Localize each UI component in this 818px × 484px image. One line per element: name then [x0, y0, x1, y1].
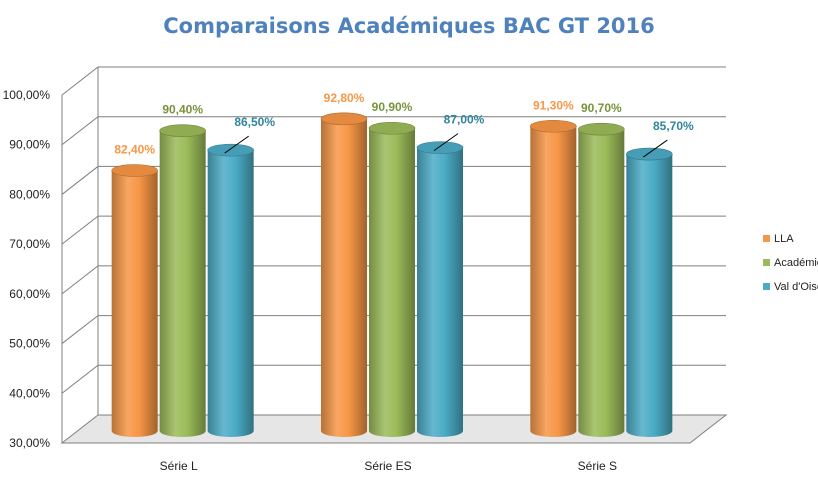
legend-swatch	[763, 235, 770, 242]
legend-label: LLA	[774, 233, 794, 245]
bar-lla-1	[321, 118, 367, 438]
bar-top-cap	[320, 112, 368, 126]
data-label-leader	[224, 135, 249, 154]
legend-swatch	[763, 283, 770, 290]
bar-val-d-oise-1	[417, 147, 463, 437]
data-label: 82,40%	[114, 142, 155, 156]
bar-acad-mie-1	[369, 128, 415, 438]
bar-acad-mie-2	[578, 129, 625, 437]
y-tick-label: 100,00%	[3, 88, 51, 102]
data-label-leader	[643, 139, 668, 158]
y-tick-label: 50,00%	[9, 337, 50, 351]
gridline	[61, 215, 726, 245]
y-tick-label: 30,00%	[9, 436, 50, 450]
bar-top-cap	[159, 124, 206, 138]
bar-top-cap	[530, 119, 577, 133]
data-label: 86,50%	[234, 115, 275, 129]
gridline	[61, 364, 726, 394]
data-label: 90,40%	[162, 103, 203, 117]
bar-lla-0	[111, 170, 158, 438]
data-label: 90,90%	[372, 100, 413, 114]
data-label: 90,70%	[581, 101, 622, 115]
gridline	[61, 315, 726, 344]
bar-val-d-oise-2	[626, 154, 673, 437]
bar-top-cap	[626, 147, 673, 161]
bar-top-cap	[111, 164, 158, 177]
bar-acad-mie-0	[159, 130, 206, 437]
legend-label: Val d'Oise	[774, 281, 818, 293]
data-label: 87,00%	[444, 113, 485, 127]
y-tick-label: 40,00%	[9, 386, 50, 400]
gridline	[61, 165, 726, 195]
legend-swatch	[763, 259, 770, 266]
x-tick-label: Série L	[160, 459, 198, 473]
gridline	[61, 116, 726, 146]
y-tick-label: 80,00%	[9, 187, 50, 201]
y-tick-label: 70,00%	[9, 237, 50, 251]
data-label: 91,30%	[533, 98, 574, 112]
chart-title: Comparaisons Académiques BAC GT 2016	[163, 14, 655, 38]
bar-top-cap	[416, 141, 464, 154]
data-label-leader	[433, 133, 459, 152]
data-label: 85,70%	[653, 119, 694, 133]
y-tick-label: 90,00%	[9, 138, 50, 152]
x-tick-label: Série S	[578, 459, 617, 473]
y-tick-label: 60,00%	[9, 287, 50, 301]
gridline	[61, 265, 726, 295]
bar-val-d-oise-0	[207, 150, 254, 437]
x-tick-label: Série ES	[364, 459, 411, 473]
bar-top-cap	[578, 122, 625, 136]
bar-lla-2	[530, 126, 577, 437]
bar-top-cap	[368, 121, 416, 135]
data-label: 92,80%	[324, 91, 365, 105]
bar-top-cap	[207, 143, 254, 157]
legend-label: Académie	[774, 257, 818, 269]
gridline	[61, 66, 726, 96]
